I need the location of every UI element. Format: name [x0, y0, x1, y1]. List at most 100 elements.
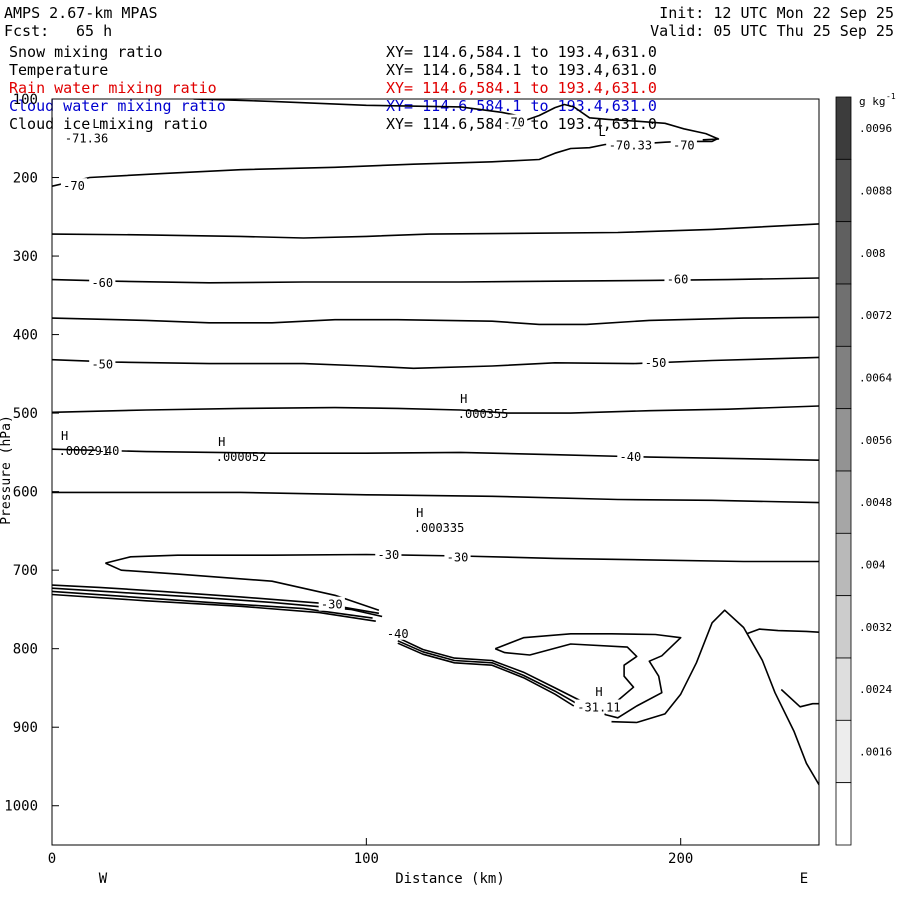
- contour-label: -70: [503, 116, 525, 130]
- isoline-5: [52, 356, 819, 370]
- extremum-h-marker: H: [416, 506, 423, 520]
- colorbar-label: .0072: [859, 309, 892, 322]
- model-title: AMPS 2.67-km MPAS: [4, 4, 158, 22]
- isoline-12: [52, 587, 383, 618]
- isoline-7: [52, 448, 819, 461]
- isoline-layer: [52, 99, 819, 787]
- contour-label-bg: [444, 549, 471, 564]
- colorbar-cells: [835, 96, 852, 846]
- init-time: Init: 12 UTC Mon 22 Sep 25: [659, 4, 894, 22]
- y-tick-label: 200: [13, 171, 38, 187]
- field-name-cloud-ice: Cloud ice mixing ratio: [9, 115, 208, 133]
- extremum-h-marker: H: [218, 435, 225, 449]
- colorbar-label: .0048: [859, 496, 892, 509]
- contour-label: -31.11: [577, 701, 620, 715]
- contour-label: -30: [378, 548, 400, 562]
- colorbar-cell: [835, 283, 852, 347]
- valid-time: Valid: 05 UTC Thu 25 Sep 25: [650, 22, 894, 40]
- field-xy-temperature: XY= 114.6,584.1 to 193.4,631.0: [386, 61, 657, 79]
- colorbar-cell: [835, 221, 852, 285]
- extremum-value: .000052: [216, 450, 267, 464]
- x-tick-label: 200: [668, 851, 693, 867]
- contour-label-bg: [95, 442, 122, 457]
- isoline-21: [780, 688, 819, 708]
- y-tick-label: 1000: [4, 799, 38, 815]
- forecast-label: Fcst:: [4, 22, 50, 40]
- isoline-18: [494, 632, 682, 719]
- contour-label-bg: [60, 178, 88, 193]
- colorbar-cell: [835, 595, 852, 659]
- isoline-3: [52, 277, 819, 284]
- colorbar-label: .0032: [859, 621, 892, 634]
- extremum-value: .000355: [458, 407, 509, 421]
- x-axis-label: Distance (km): [395, 871, 505, 887]
- colorbar-label: .0096: [859, 122, 892, 135]
- y-axis-label: Pressure (hPa): [0, 415, 14, 525]
- contour-label: -40: [620, 450, 642, 464]
- isoline-6: [52, 405, 819, 414]
- extremum-h-marker: H: [595, 685, 602, 699]
- contour-label-layer: -71.36 -70 -70 -70.33 -70 -60 -60 -50 -50 -40 -40 -…: [59, 114, 697, 715]
- y-tick-label: 300: [13, 249, 38, 265]
- contour-label: -30: [321, 598, 343, 612]
- x-axis-east-label: E: [800, 871, 808, 887]
- colorbar-label: .0064: [859, 372, 892, 385]
- colorbar-cell: [835, 532, 852, 597]
- contour-label-bg: [574, 699, 624, 714]
- forecast-hours: 65 h: [76, 22, 113, 40]
- field-xy-cloud-ice: XY= 114.6,584.1 to 193.4,631.0: [386, 115, 657, 133]
- extremum-l-marker: L: [598, 125, 605, 139]
- isoline-9: [105, 553, 819, 564]
- field-name-cloud-water: Cloud water mixing ratio: [9, 97, 226, 115]
- isoline-17: [397, 642, 575, 707]
- colorbar-unit: g kg: [859, 95, 886, 108]
- colorbar-cell: [835, 470, 852, 534]
- colorbar-labels: .0096 .0088 .008 .0072 .0064 .0056 .0048 .004 .0…: [859, 122, 892, 758]
- colorbar: .0096 .0088 .008 .0072 .0064 .0056 .0048 .004 .0…: [835, 92, 896, 846]
- isoline-0: [52, 137, 719, 187]
- field-xy-cloud-water: XY= 114.6,584.1 to 193.4,631.0: [386, 97, 657, 115]
- contour-label: -70: [673, 138, 695, 152]
- y-tick-label: 700: [13, 563, 38, 579]
- colorbar-label: .0088: [859, 185, 892, 198]
- extremum-l-marker: L: [92, 117, 99, 131]
- contour-label: -50: [645, 356, 667, 370]
- contour-label: -70: [63, 179, 85, 193]
- contour-label-bg: [670, 137, 697, 152]
- field-name-snow: Snow mixing ratio: [9, 43, 163, 61]
- contour-label-bg: [62, 130, 111, 145]
- field-xy-snow: XY= 114.6,584.1 to 193.4,631.0: [386, 43, 657, 61]
- plot-frame: [51, 98, 820, 846]
- isoline-8: [52, 491, 819, 504]
- y-tick-label: 600: [13, 485, 38, 501]
- contour-label-bg: [375, 547, 402, 562]
- colorbar-cell: [835, 158, 852, 223]
- field-name-rain: Rain water mixing ratio: [9, 79, 217, 97]
- isoline-1: [193, 99, 720, 141]
- isoline-19: [611, 609, 819, 787]
- contour-label: -60: [91, 276, 113, 290]
- colorbar-cell: [835, 96, 852, 160]
- colorbar-cell: [835, 782, 852, 846]
- contour-label: -50: [91, 357, 113, 371]
- extremum-value: .000291: [59, 444, 110, 458]
- colorbar-label: .0024: [859, 683, 892, 696]
- y-tick-label: 800: [13, 642, 38, 658]
- y-tick-label: 900: [13, 720, 38, 736]
- x-tick-label: 0: [48, 851, 56, 867]
- field-xy-rain: XY= 114.6,584.1 to 193.4,631.0: [386, 79, 657, 97]
- contour-label-bg: [617, 449, 644, 464]
- plot-area: -71.36 -70 -70 -70.33 -70 -60 -60 -50 -50 -40 -40 -…: [51, 98, 820, 846]
- contour-label-bg: [89, 356, 116, 371]
- colorbar-label: .004: [859, 559, 886, 572]
- x-axis-west-label: W: [99, 871, 108, 887]
- contour-label: -40: [387, 627, 409, 641]
- contour-label-bg: [606, 137, 655, 152]
- contour-label-bg: [642, 354, 669, 369]
- colorbar-cell: [835, 345, 852, 410]
- contour-label: -40: [98, 444, 120, 458]
- colorbar-unit-exponent: -1: [886, 92, 896, 101]
- y-tick-label: 400: [13, 328, 38, 344]
